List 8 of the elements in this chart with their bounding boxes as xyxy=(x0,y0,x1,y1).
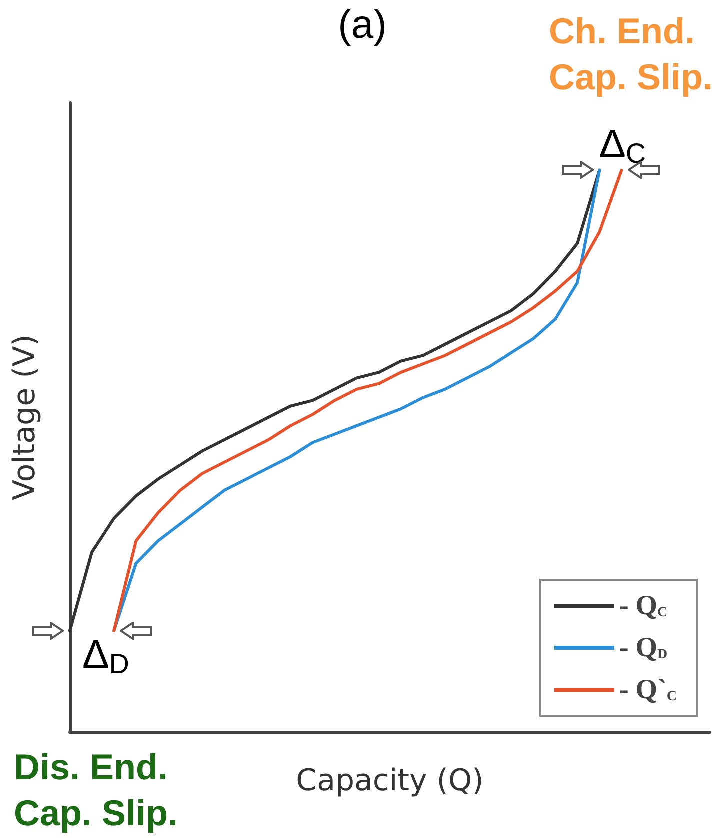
x-axis-title: Capacity (Q) xyxy=(296,764,484,798)
legend-label: - Q`C xyxy=(619,674,678,706)
chart-title: (a) xyxy=(338,3,387,47)
text: Ch. End. Cap. Slip. xyxy=(548,10,714,98)
y-axis-title: Voltage (V) xyxy=(8,334,42,500)
text: Dis. End. Cap. Slip. xyxy=(14,746,178,834)
legend-label: - QC xyxy=(619,590,668,622)
legend-label: - QD xyxy=(619,632,668,664)
